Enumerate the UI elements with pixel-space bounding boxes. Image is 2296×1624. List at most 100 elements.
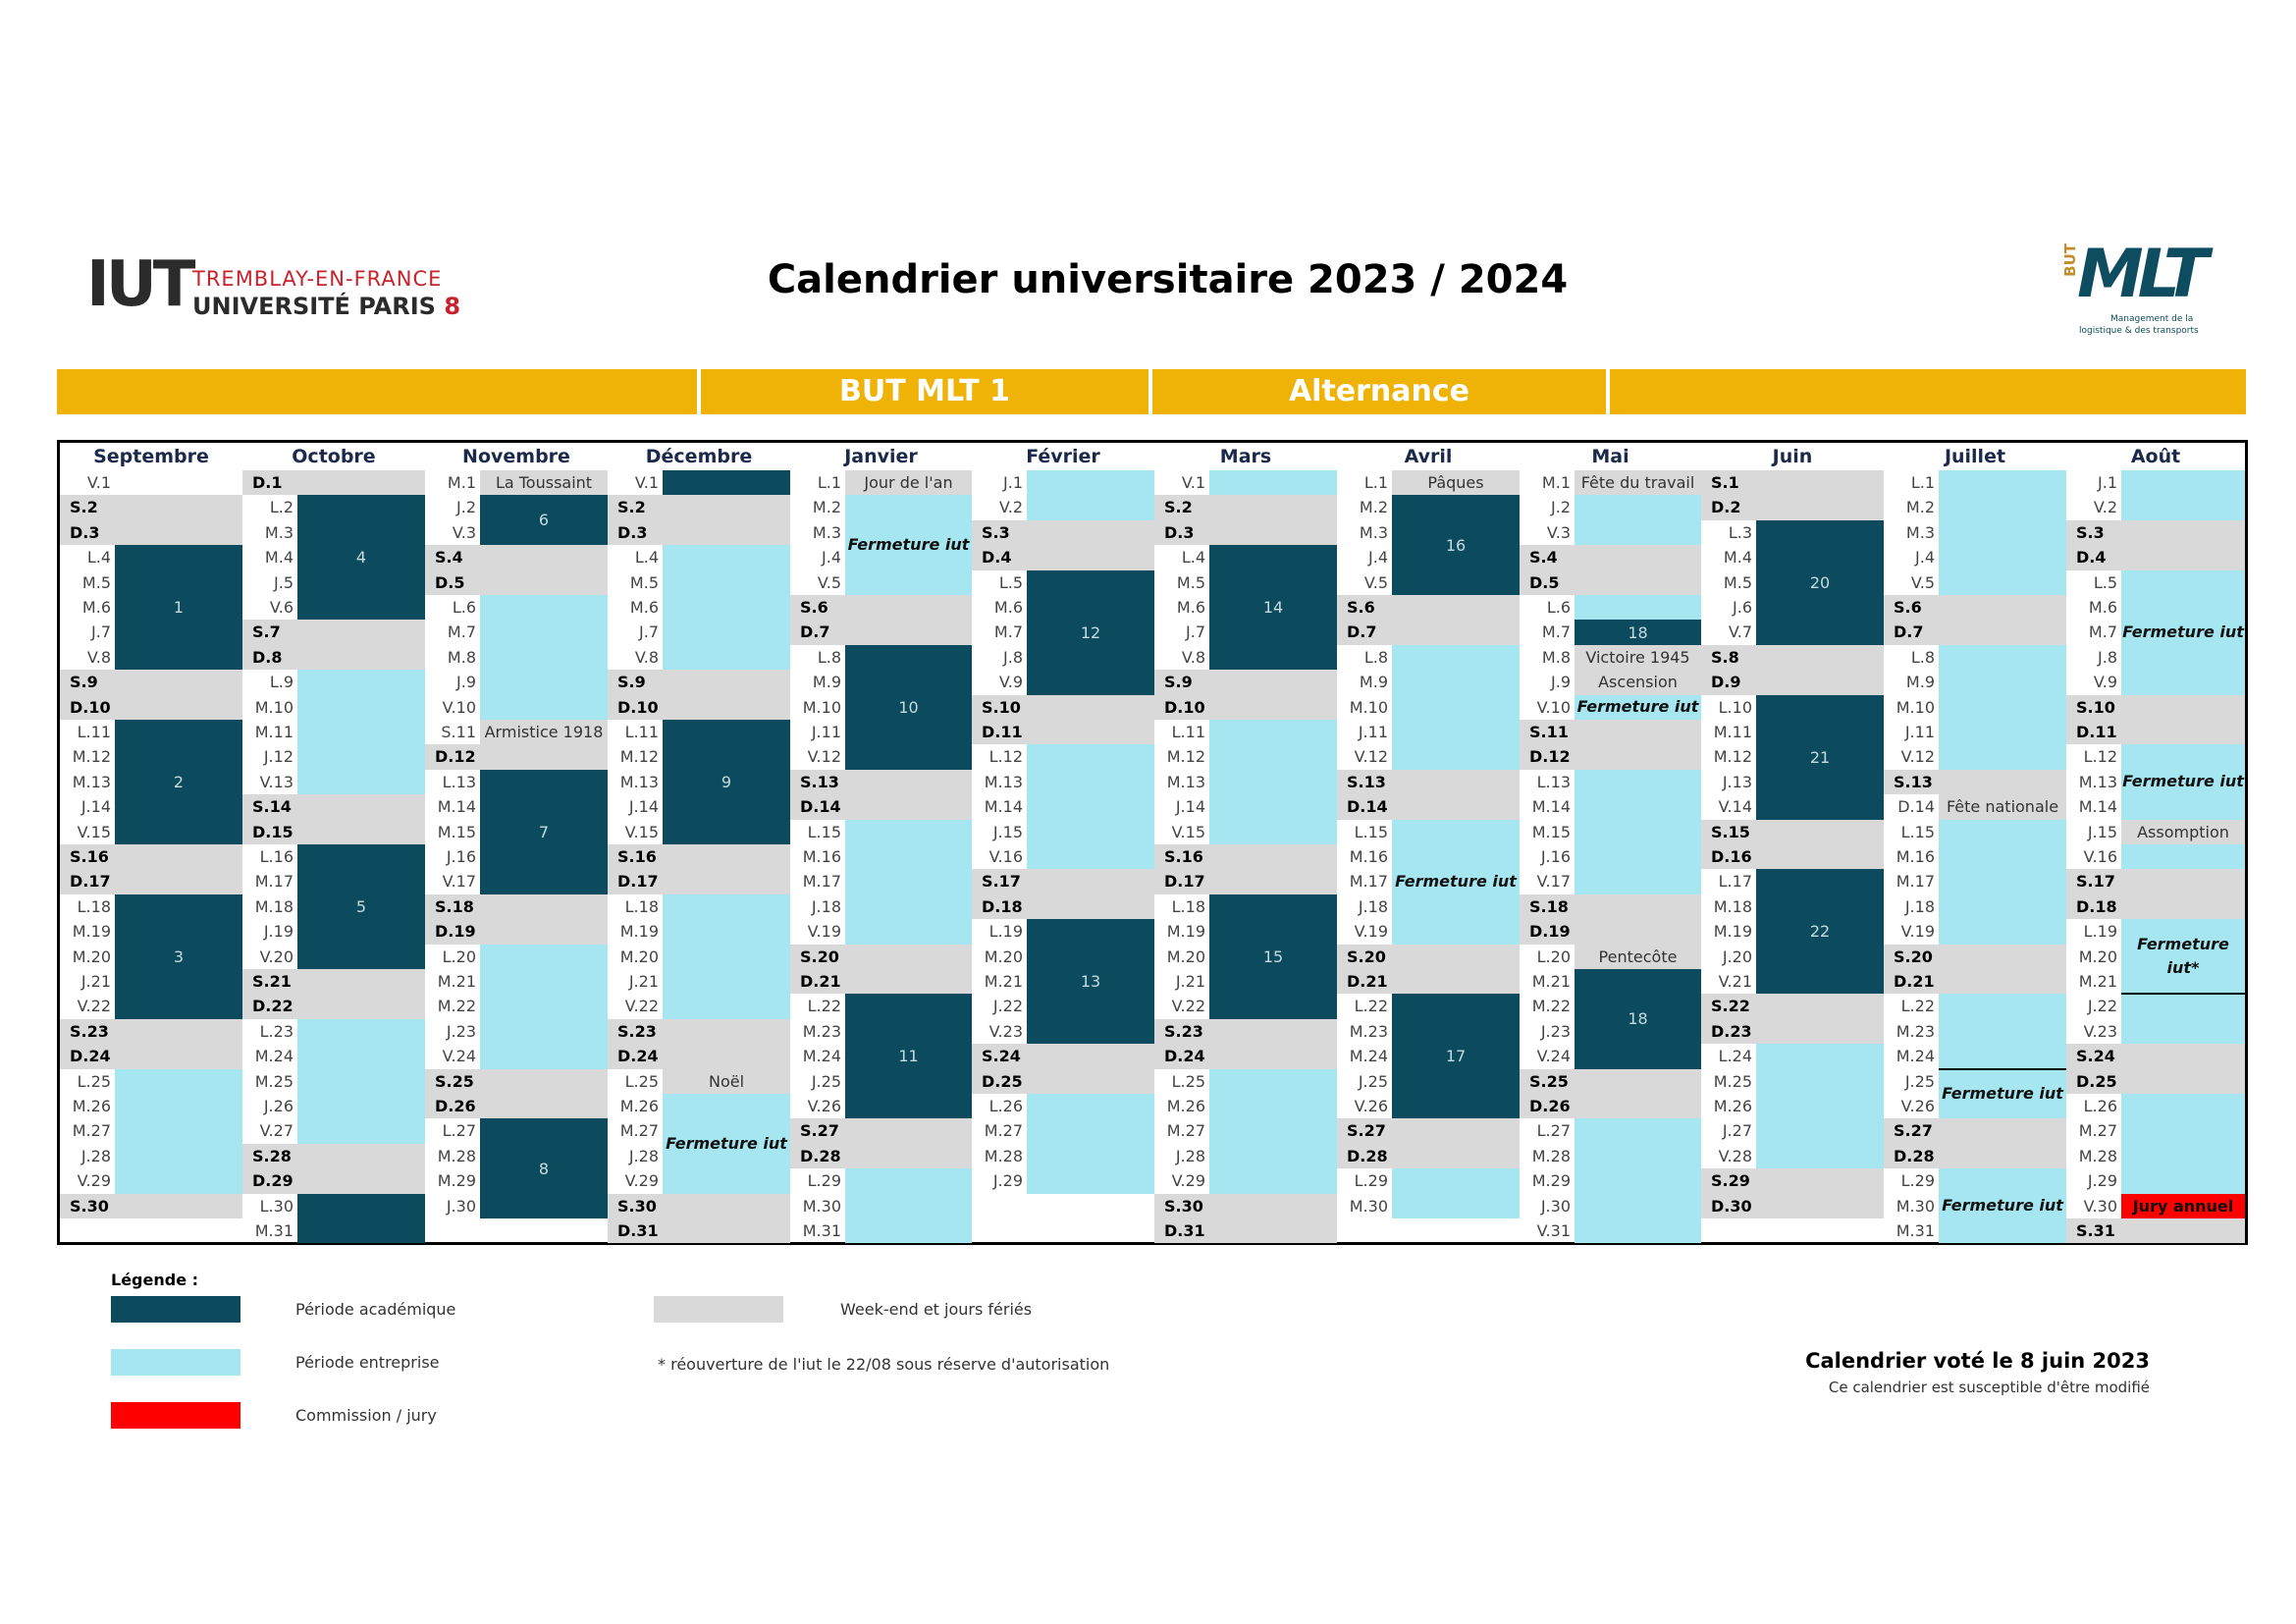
enterprise-period-block xyxy=(297,1018,425,1144)
day-cell: M.19 xyxy=(72,922,111,942)
day-cell: V.16 xyxy=(2083,847,2117,866)
day-cell: L.19 xyxy=(988,922,1023,942)
day-cell: D.14 xyxy=(1897,797,1935,817)
day-cell: L.8 xyxy=(1363,647,1388,667)
day-cell: D.7 xyxy=(790,620,972,645)
day-cell: M.11 xyxy=(254,723,294,741)
day-cell: J.5 xyxy=(274,572,294,592)
mlt-logo-subtitle-1: Management de la xyxy=(2110,314,2194,324)
day-cell: L.15 xyxy=(1900,822,1935,841)
day-cell: J.18 xyxy=(811,896,841,916)
academic-period-block: 20 xyxy=(1756,519,1884,645)
day-cell: S.23 xyxy=(60,1018,242,1045)
day-cell: V.23 xyxy=(2083,1021,2117,1041)
day-cell: M.14 xyxy=(984,797,1023,817)
day-cell: M.28 xyxy=(984,1146,1023,1165)
day-cell: M.12 xyxy=(1166,747,1205,767)
day-cell: L.5 xyxy=(2093,572,2117,592)
day-cell: S.24 xyxy=(2066,1044,2245,1069)
enterprise-period-block xyxy=(1575,495,1701,546)
day-cell: M.31 xyxy=(254,1221,294,1240)
day-cell: D.29 xyxy=(242,1168,425,1194)
day-cell: M.16 xyxy=(802,847,841,866)
day-cell: M.9 xyxy=(812,673,841,692)
day-cell: D.10 xyxy=(1154,694,1337,720)
day-cell: M.20 xyxy=(1166,947,1205,966)
day-cell: D.3 xyxy=(1154,519,1337,546)
day-cell: M.5 xyxy=(81,572,111,592)
day-cell: S.27 xyxy=(1884,1118,2066,1144)
day-cell: D.21 xyxy=(790,969,972,995)
day-cell: M.29 xyxy=(1531,1171,1571,1191)
day-cell: M.26 xyxy=(1713,1097,1752,1115)
day-cell: L.15 xyxy=(807,822,841,841)
day-cell: J.4 xyxy=(822,548,841,568)
day-cell: J.22 xyxy=(2087,997,2117,1016)
day-cell: S.10 xyxy=(2066,694,2245,720)
day-cell: L.20 xyxy=(442,947,476,966)
day-cell: D.16 xyxy=(1701,844,1884,870)
enterprise-period-block xyxy=(1756,1044,1884,1169)
day-cell: S.29 xyxy=(1701,1168,1884,1194)
calendar-grid: Septembre V.1 S.2 D.3 L.4 M.5 M.6 J.7 V.8 S.9 D.10… xyxy=(57,440,2248,1245)
day-cell: D.14 xyxy=(790,794,972,820)
holiday-label: Jour de l'an xyxy=(845,470,972,496)
day-cell: V.29 xyxy=(1171,1171,1205,1191)
day-cell: J.7 xyxy=(639,623,659,642)
day-cell: L.22 xyxy=(1354,997,1388,1016)
mlt-logo: BUT MLT Management de la logistique & de… xyxy=(2059,236,2236,338)
day-cell: M.6 xyxy=(81,598,111,617)
day-cell: J.26 xyxy=(263,1097,294,1115)
legend-label-weekend: Week-end et jours fériés xyxy=(840,1300,1033,1319)
day-cell: L.9 xyxy=(269,673,294,692)
day-cell: M.12 xyxy=(72,747,111,767)
month-header: Octobre xyxy=(292,446,376,467)
day-cell: D.3 xyxy=(608,519,790,546)
day-cell: S.4 xyxy=(425,545,608,570)
day-cell: V.5 xyxy=(1910,572,1935,592)
day-cell: V.15 xyxy=(624,822,659,841)
day-cell: V.22 xyxy=(1171,997,1205,1016)
day-cell: M.25 xyxy=(1713,1071,1752,1091)
day-cell: M.6 xyxy=(629,598,659,617)
day-cell: M.2 xyxy=(1905,498,1935,517)
day-cell: M.24 xyxy=(254,1047,294,1066)
day-cell: J.25 xyxy=(1358,1071,1388,1091)
enterprise-period-block xyxy=(480,595,608,720)
day-cell: L.17 xyxy=(1718,872,1752,892)
day-cell: V.24 xyxy=(442,1047,476,1066)
day-cell: S.17 xyxy=(972,869,1154,894)
day-cell: M.20 xyxy=(2078,947,2117,966)
day-cell: M.24 xyxy=(1896,1047,1935,1066)
day-cell: S.8 xyxy=(1701,644,1884,671)
day-cell: V.17 xyxy=(1536,872,1571,892)
day-cell: J.2 xyxy=(456,498,476,517)
day-cell: D.26 xyxy=(1520,1094,1701,1119)
day-cell: M.9 xyxy=(1905,673,1935,692)
day-cell: J.22 xyxy=(992,997,1023,1016)
academic-period-block: 8 xyxy=(480,1118,608,1218)
day-cell: M.1 xyxy=(447,473,476,492)
day-cell: L.11 xyxy=(77,723,111,741)
enterprise-period-block xyxy=(663,545,790,671)
day-cell: S.30 xyxy=(60,1193,242,1218)
day-cell: M.3 xyxy=(812,522,841,542)
day-cell: D.22 xyxy=(242,994,425,1019)
day-cell: L.24 xyxy=(1718,1047,1752,1066)
day-cell: M.27 xyxy=(2078,1121,2117,1141)
day-cell: J.16 xyxy=(446,847,476,866)
day-cell: J.27 xyxy=(1722,1121,1752,1141)
academic-period-block: 4 xyxy=(297,495,425,621)
day-cell: L.25 xyxy=(624,1071,659,1091)
day-cell: M.5 xyxy=(629,572,659,592)
day-cell: M.20 xyxy=(619,947,659,966)
day-cell: L.15 xyxy=(1354,822,1388,841)
day-cell: V.2 xyxy=(2093,498,2117,517)
day-cell: M.25 xyxy=(254,1071,294,1091)
day-cell: D.11 xyxy=(2066,720,2245,745)
divider xyxy=(2121,993,2245,996)
day-cell: L.12 xyxy=(2083,747,2117,767)
day-cell: J.14 xyxy=(80,797,111,817)
day-cell: D.17 xyxy=(60,869,242,894)
month-column: Décembre V.1 S.2 D.3 L.4 M.5 M.6 J.7 V.8 S.9 D.10 L… xyxy=(608,443,790,1244)
